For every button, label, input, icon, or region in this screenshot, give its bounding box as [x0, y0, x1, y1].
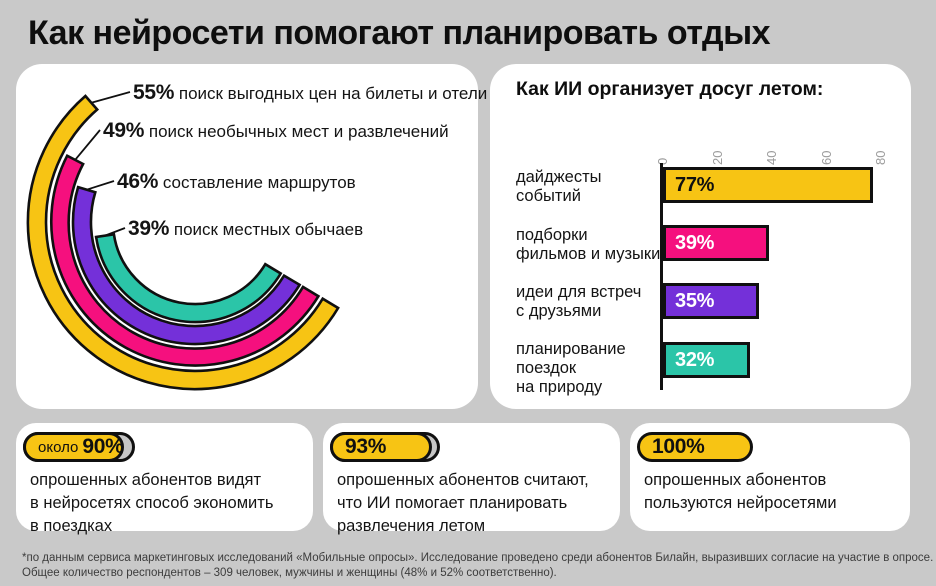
- stat-pill: 100%: [637, 432, 753, 462]
- arc-value: 46%: [117, 170, 159, 193]
- bar-value-label: 32%: [675, 349, 715, 371]
- leader-line: [86, 180, 115, 191]
- bar-chart-title: Как ИИ организует досуг летом:: [516, 78, 824, 100]
- arc-ring-pink: [49, 153, 321, 367]
- leader-line: [104, 227, 126, 237]
- axis-tick-label: 20: [709, 150, 725, 165]
- stat-pill-value: 93%: [345, 435, 387, 458]
- stat-description: опрошенных абонентов видят в нейросетях …: [30, 471, 274, 535]
- radial-arc-chart: [26, 91, 340, 391]
- arc-value: 49%: [103, 119, 145, 142]
- arc-value: 39%: [128, 217, 170, 240]
- bar-chart-card: Как ИИ организует досуг летом: 0 20 40 60 80…: [490, 64, 911, 409]
- stat-pill-prefix: около: [38, 438, 79, 456]
- bar-value-label: 35%: [675, 290, 715, 312]
- bar-teal: 32%: [663, 342, 750, 378]
- arc-label: 49% поиск необычных мест и развлечений: [103, 119, 449, 142]
- arc-label: 55% поиск выгодных цен на билеты и отели: [133, 81, 488, 104]
- stat-card: 93% опрошенных абонентов считают, что ИИ …: [323, 423, 620, 535]
- bar-row-label: дайджесты событий: [516, 168, 602, 205]
- page-title: Как нейросети помогают планировать отдых: [28, 14, 771, 52]
- bar-row-label: подборки фильмов и музыки: [516, 226, 661, 263]
- footnote-line-2: Общее количество респондентов – 309 чело…: [22, 567, 557, 579]
- arc-label: 46% составление маршрутов: [117, 170, 356, 193]
- footnote: *по данным сервиса маркетинговых исследо…: [22, 551, 933, 581]
- bar-row-label: идеи для встреч с друзьями: [516, 283, 642, 320]
- stat-pill-value: 100%: [652, 435, 705, 458]
- axis-tick-label: 80: [873, 150, 889, 165]
- footnote-line-1: *по данным сервиса маркетинговых исследо…: [22, 552, 934, 564]
- stat-pill-value: 90%: [82, 435, 124, 458]
- stat-pill: 93%: [330, 432, 432, 462]
- stat-pill: около 90%: [23, 432, 124, 462]
- arc-ring-yellow: [26, 94, 340, 391]
- stat-card: около 90% опрошенных абонентов видят в ней…: [16, 423, 313, 535]
- arc-ring-teal: [94, 232, 283, 324]
- bar-yellow: 77%: [663, 167, 873, 203]
- bar-pink: 39%: [663, 225, 769, 261]
- radial-chart-card: 55% поиск выгодных цен на билеты и отели…: [16, 64, 487, 409]
- bar-purple: 35%: [663, 283, 759, 319]
- leader-line: [74, 129, 101, 161]
- bar-row-label: планирование поездок на природу: [516, 340, 626, 396]
- stat-description: опрошенных абонентов пользуются нейросет…: [644, 471, 837, 512]
- stat-description: опрошенных абонентов считают, что ИИ пом…: [337, 471, 589, 535]
- axis-tick-label: 40: [764, 150, 780, 165]
- bar-value-label: 39%: [675, 232, 715, 254]
- axis-tick-label: 0: [655, 157, 670, 165]
- bar-chart-axis: [660, 163, 663, 390]
- arc-label: 39% поиск местных обычаев: [128, 217, 364, 240]
- leader-line: [91, 91, 131, 104]
- axis-tick-label: 60: [818, 150, 834, 165]
- stat-card: 100% опрошенных абонентов пользуются нейр…: [630, 423, 910, 531]
- arc-value: 55%: [133, 81, 175, 104]
- bar-value-label: 77%: [675, 174, 715, 196]
- arc-ring-purple: [71, 185, 302, 346]
